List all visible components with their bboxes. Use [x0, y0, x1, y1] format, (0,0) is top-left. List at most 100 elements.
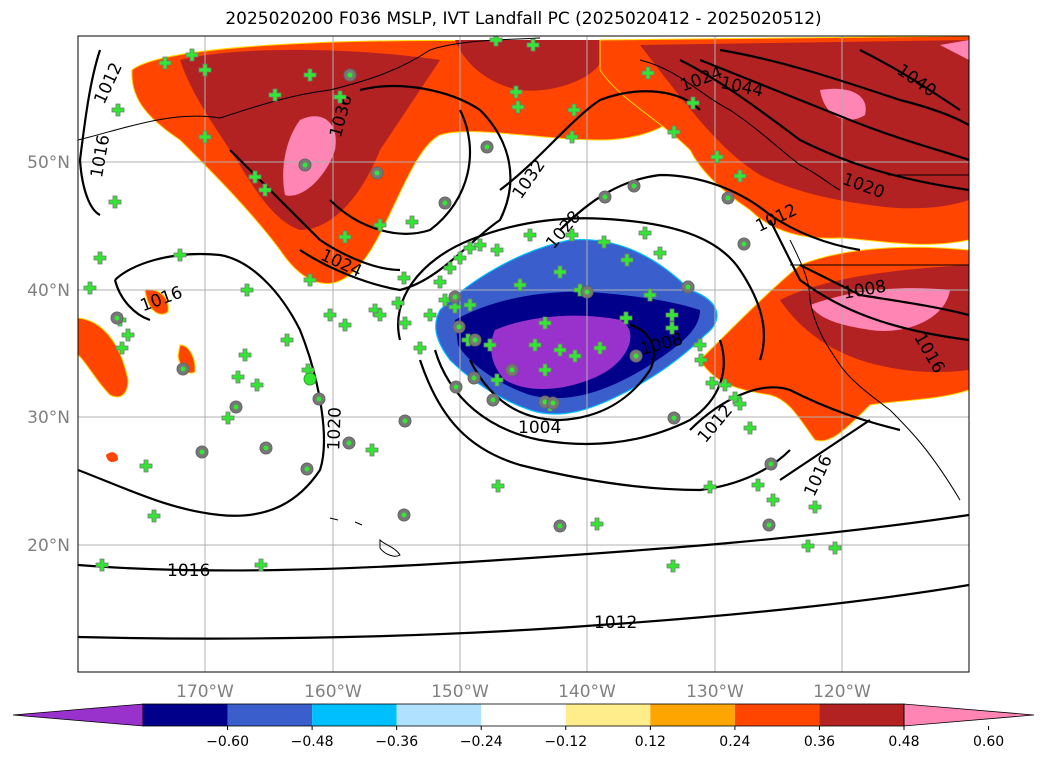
station-circle-center: [452, 294, 458, 300]
colorbar-tick-label: 0.48: [888, 734, 919, 750]
lat-label: 50°N: [27, 153, 70, 173]
colorbar-segment: [396, 704, 482, 726]
station-circle-center: [633, 353, 639, 359]
station-cross-marker: [333, 90, 347, 104]
map-frame: [77, 35, 970, 673]
station-cross-marker: [538, 363, 552, 377]
colorbar-tick-label: 0.36: [804, 734, 835, 750]
latitude-labels: 50°N 40°N 30°N 20°N: [27, 153, 70, 556]
station-cross-marker: [323, 308, 337, 322]
station-highlight-marker: [303, 372, 317, 386]
station-cross-marker: [513, 278, 527, 292]
station-cross-marker: [83, 281, 97, 295]
station-cross-marker: [108, 195, 122, 209]
station-circle-center: [768, 461, 774, 467]
station-cross-marker: [147, 509, 161, 523]
station-cross-marker: [553, 343, 567, 357]
station-circle-center: [550, 400, 556, 406]
colorbar: −0.60 −0.48 −0.36 −0.24 −0.12 0.12 0.24 0.36 0.4…: [12, 703, 1035, 750]
station-cross-marker: [423, 308, 437, 322]
station-circle-center: [741, 241, 747, 247]
map-title: 2025020200 F036 MSLP, IVT Landfall PC (2…: [225, 9, 822, 29]
station-cross-marker: [568, 349, 582, 363]
station-cross-marker: [643, 288, 657, 302]
station-cross-marker: [526, 38, 540, 52]
station-cross-marker: [365, 443, 379, 457]
colorbar-segment: [734, 704, 820, 726]
station-circle-center: [509, 367, 515, 373]
station-cross-marker: [597, 235, 611, 249]
station-circle-center: [402, 418, 408, 424]
station-circle-center: [490, 397, 496, 403]
station-cross-marker: [413, 341, 427, 355]
station-circle-center: [631, 183, 637, 189]
observation-markers: [83, 36, 842, 573]
station-cross-marker: [303, 68, 317, 82]
station-cross-marker: [743, 421, 757, 435]
station-circle-center: [263, 445, 269, 451]
station-circle-center: [199, 449, 205, 455]
station-cross-marker: [511, 100, 525, 114]
station-circle-center: [685, 284, 691, 290]
svg-text:1016: 1016: [167, 561, 210, 581]
colorbar-tick-label: −0.36: [375, 734, 418, 750]
station-cross-marker: [483, 338, 497, 352]
station-cross-marker: [828, 541, 842, 555]
station-cross-marker: [373, 218, 387, 232]
station-cross-marker: [766, 493, 780, 507]
station-cross-marker: [538, 316, 552, 330]
lon-label: 150°W: [431, 682, 489, 702]
station-cross-marker: [463, 241, 477, 255]
colorbar-segment: [565, 704, 651, 726]
station-circle-center: [401, 512, 407, 518]
station-cross-marker: [808, 500, 822, 514]
station-cross-marker: [694, 353, 708, 367]
station-cross-marker: [665, 308, 679, 322]
station-cross-marker: [463, 298, 477, 312]
colorbar-tick-label: −0.12: [544, 734, 587, 750]
isobars: [78, 48, 969, 640]
station-cross-marker: [667, 125, 681, 139]
station-cross-marker: [115, 341, 129, 355]
svg-text:1020: 1020: [324, 407, 345, 451]
station-cross-marker: [280, 333, 294, 347]
colorbar-segment: [481, 704, 566, 726]
station-circle-center: [304, 466, 310, 472]
colorbar-segment: [312, 704, 397, 726]
station-circle-center: [453, 384, 459, 390]
station-circle-center: [484, 144, 490, 150]
station-circle-center: [557, 523, 563, 529]
station-cross-marker: [95, 558, 109, 572]
station-cross-marker: [590, 517, 604, 531]
station-circle-center: [471, 375, 477, 381]
station-cross-marker: [248, 170, 262, 184]
station-cross-marker: [666, 559, 680, 573]
station-cross-marker: [619, 311, 633, 325]
station-cross-marker: [93, 251, 107, 265]
station-cross-marker: [158, 56, 172, 70]
station-cross-marker: [221, 411, 235, 425]
station-cross-marker: [565, 228, 579, 242]
colorbar-tick-label: −0.24: [460, 734, 503, 750]
station-cross-marker: [489, 36, 503, 47]
gridlines: [78, 36, 969, 672]
station-cross-marker: [254, 558, 268, 572]
station-cross-marker: [438, 293, 452, 307]
colorbar-segment: [227, 704, 313, 726]
station-circle-center: [602, 194, 608, 200]
positive-anomaly-northeast: [599, 36, 969, 245]
lon-label: 170°W: [176, 682, 234, 702]
station-cross-marker: [653, 246, 667, 260]
station-circle-center: [725, 195, 731, 201]
station-circle-center: [456, 324, 462, 330]
station-cross-marker: [710, 150, 724, 164]
station-cross-marker: [443, 261, 457, 275]
station-cross-marker: [258, 183, 272, 197]
station-cross-marker: [373, 308, 387, 322]
station-cross-marker: [733, 397, 747, 411]
station-cross-marker: [231, 370, 245, 384]
station-circle-center: [584, 289, 590, 295]
colorbar-tick-label: 0.60: [973, 734, 1004, 750]
coastlines: [78, 37, 969, 557]
station-cross-marker: [693, 338, 707, 352]
